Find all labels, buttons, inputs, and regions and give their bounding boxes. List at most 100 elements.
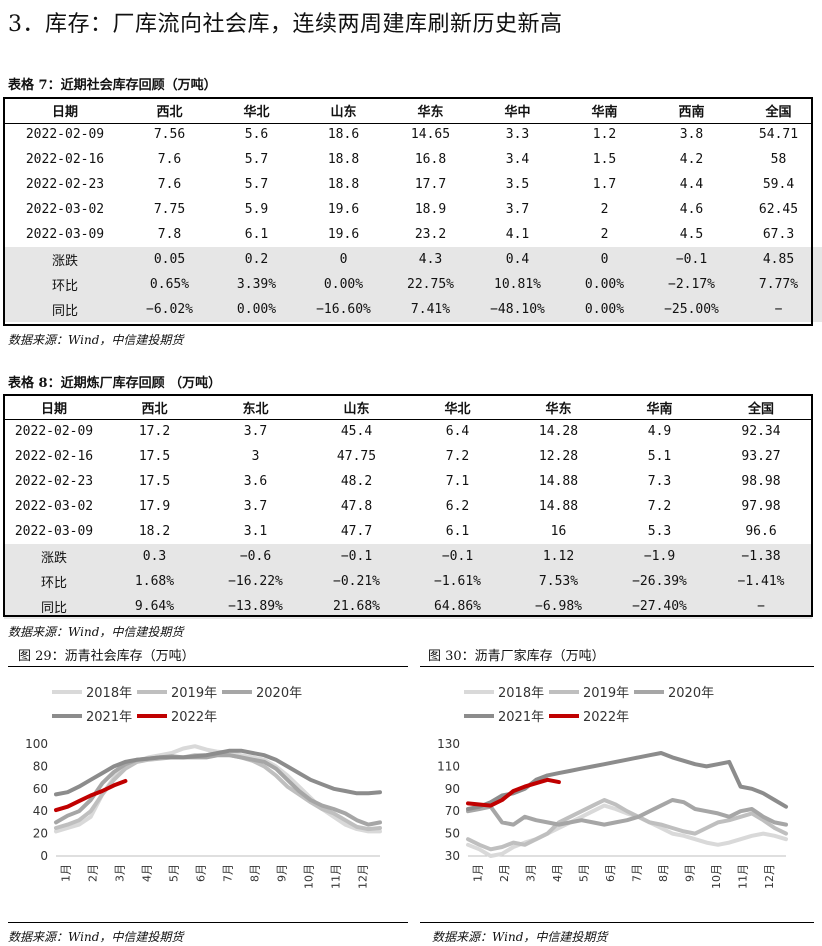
table8-header-rule: [3, 419, 813, 420]
y-tick-label: 110: [437, 759, 460, 773]
table-cell: 18.2: [138, 524, 171, 539]
table-cell: 7.56: [153, 127, 186, 142]
section-title: 3．库存：厂库流向社会库，连续两周建库刷新历史新高: [8, 12, 563, 37]
y-tick-label: 60: [33, 782, 48, 796]
table-cell: 1.12: [508, 544, 609, 569]
table-cell: 5.7: [244, 177, 269, 192]
table-cell: 7.53%: [508, 569, 609, 594]
social-inventory-chart: 2018年 2019年 2020年 2021年 2022年 0 20 40 60 80 100 1月 2…: [25, 686, 382, 889]
x-tick-label: 4月: [551, 864, 564, 882]
table-cell: 0.00%: [561, 297, 648, 322]
table-cell: 18.8: [327, 152, 360, 167]
table7-header-rule: [3, 123, 813, 124]
fig29-top-rule: [8, 666, 408, 667]
fig30-caption: 图 30：沥青厂家库存（万吨）: [428, 649, 605, 664]
table-cell: −16.60%: [300, 297, 387, 322]
table-cell: −27.40%: [609, 594, 710, 619]
x-tick-label: 5月: [168, 864, 181, 882]
table-cell: 7.6: [157, 152, 182, 167]
table-cell: 4.85: [735, 247, 822, 272]
table-cell: 2022-03-09: [25, 227, 105, 242]
table-cell: 环比: [4, 569, 104, 594]
table-cell: 92.34: [741, 424, 781, 439]
table-cell: 2022-02-09: [25, 127, 105, 142]
table-cell: −0.1: [407, 544, 508, 569]
table-cell: −0.1: [648, 247, 735, 272]
table-cell: 0.2: [213, 247, 300, 272]
x-tick-label: 11月: [330, 864, 343, 889]
table-cell: 3.4: [505, 152, 530, 167]
table-cell: 9.64%: [104, 594, 205, 619]
series-line-2021年: [54, 748, 382, 797]
table-cell: 2022-03-02: [14, 499, 94, 514]
y-tick-label: 70: [445, 804, 460, 818]
table-cell: 4.1: [505, 227, 530, 242]
table-cell: 2022-02-09: [14, 424, 94, 439]
x-tick-label: 9月: [276, 864, 289, 882]
x-tick-label: 12月: [357, 864, 370, 889]
table-header-cell: 全国: [747, 401, 774, 417]
table-cell: 23.2: [414, 227, 447, 242]
table-cell: 7.1: [445, 474, 470, 489]
table-cell: 47.75: [336, 449, 377, 464]
table-cell: 2: [600, 202, 609, 217]
table-row: 2022-03-02 17.9 3.7 47.8 6.2 14.88 7.2 97.98: [4, 494, 812, 519]
table-cell: 2022-02-23: [25, 177, 105, 192]
legend-label: 2021年: [86, 710, 132, 725]
series-line-2021年: [466, 751, 788, 811]
table-cell: −6.98%: [508, 594, 609, 619]
x-tick-label: 2月: [87, 864, 100, 882]
table-cell: 14.28: [538, 424, 579, 439]
table-header-cell: 山东: [343, 401, 370, 417]
table-cell: 同比: [4, 594, 104, 619]
table8-source: 数据来源：Wind，中信建投期货: [8, 625, 184, 639]
table-cell: −: [735, 297, 822, 322]
table-cell: 0.05: [126, 247, 213, 272]
table-cell: 6.1: [244, 227, 269, 242]
table-cell: 22.75%: [387, 272, 474, 297]
table-cell: 4.9: [647, 424, 672, 439]
table-cell: 环比: [4, 272, 126, 297]
table-header-cell: 山东: [330, 104, 357, 120]
table-cell: 18.9: [414, 202, 447, 217]
table-cell: 7.75: [153, 202, 186, 217]
table-cell: 4.2: [679, 152, 704, 167]
table-header-cell: 东北: [242, 401, 269, 417]
table-cell: 2022-02-16: [14, 449, 94, 464]
table-cell: 同比: [4, 297, 126, 322]
x-tick-label: 1月: [60, 864, 73, 882]
table-cell: 4.4: [679, 177, 704, 192]
table-cell: 涨跌: [4, 247, 126, 272]
fig30-source: 数据来源：Wind，中信建投期货: [432, 930, 608, 944]
table-cell: 0.00%: [561, 272, 648, 297]
table-row: 2022-03-09 18.2 3.1 47.7 6.1 16 5.3 96.6: [4, 519, 812, 544]
table-cell: 17.5: [138, 474, 171, 489]
table-cell: 2: [600, 227, 609, 242]
table-row: 涨跌 0.05 0.2 0 4.3 0.4 0 −0.1 4.85: [4, 247, 822, 272]
table-cell: 5.3: [647, 524, 672, 539]
table-header-cell: 华北: [444, 401, 471, 417]
table-cell: 5.1: [647, 449, 672, 464]
table-cell: −26.39%: [609, 569, 710, 594]
table-cell: 16.8: [414, 152, 447, 167]
table-header-cell: 西北: [141, 401, 168, 417]
table-header-cell: 华东: [417, 104, 444, 120]
y-tick-label: 100: [25, 737, 48, 751]
y-tick-label: 50: [445, 827, 460, 841]
table-cell: 54.71: [758, 127, 799, 142]
table-cell: 93.27: [741, 449, 781, 464]
table-cell: 0.65%: [126, 272, 213, 297]
table-cell: −25.00%: [648, 297, 735, 322]
y-tick-label: 80: [33, 759, 48, 773]
table-cell: 18.8: [327, 177, 360, 192]
table-row: 涨跌 0.3 −0.6 −0.1 −0.1 1.12 −1.9 −1.38: [4, 544, 812, 569]
x-tick-label: 1月: [471, 864, 484, 882]
table-cell: 17.9: [138, 499, 171, 514]
social-inventory-table: 日期 西北 华北 山东 华东 华中 华南 西南 全国 2022-02-09 7.56 5.6 18.6…: [4, 98, 822, 322]
x-tick-label: 2月: [498, 864, 511, 882]
table-cell: 48.2: [340, 474, 373, 489]
table-cell: 18.6: [327, 127, 360, 142]
fig29-bottom-rule: [8, 922, 408, 923]
fig30-top-rule: [420, 666, 814, 667]
x-tick-label: 6月: [604, 864, 617, 882]
